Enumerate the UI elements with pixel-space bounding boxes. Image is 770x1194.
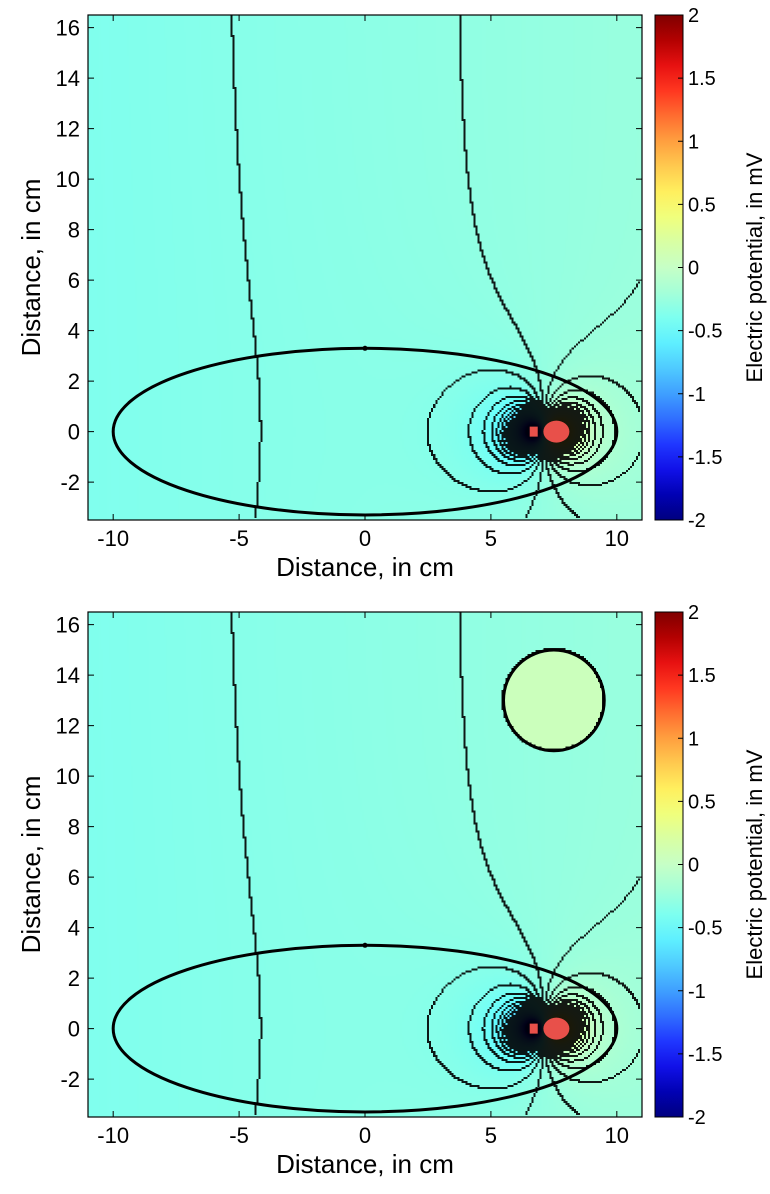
colorbar-tick-label: 2 — [688, 5, 699, 27]
colorbar-tick-label: 1.5 — [688, 68, 716, 90]
y-axis-label: Distance, in cm — [16, 776, 46, 954]
bottom-contour-chart: -10 -5 0 5 10 -2 0 2 4 6 8 10 12 14 16 Distance, in cm D… — [0, 597, 770, 1194]
colorbar-tick-label: -0.5 — [688, 321, 722, 343]
x-tick-label: -10 — [97, 1123, 129, 1148]
y-tick-label: 14 — [56, 663, 80, 688]
colorbar-tick-label: -1 — [688, 384, 706, 406]
dipole-positive-pole — [543, 1017, 570, 1040]
y-tick-label: 8 — [68, 815, 80, 840]
colorbar-tick-label: 2 — [688, 602, 699, 624]
y-tick-label: 6 — [68, 865, 80, 890]
top-contour-chart: -10 -5 0 5 10 -2 0 2 4 6 8 10 12 14 16 Distance, in cm D… — [16, 5, 767, 582]
y-tick-label: 16 — [56, 16, 80, 41]
isopotential-contours — [88, 612, 642, 1117]
x-axis-label: Distance, in cm — [276, 552, 454, 582]
plot-area — [88, 612, 642, 1117]
colorbar-label: Electric potential, in mV — [742, 152, 767, 382]
y-tick-label: 10 — [56, 167, 80, 192]
colorbar-tick-label: 1 — [688, 728, 699, 750]
dipole-negative-pole — [529, 1023, 538, 1034]
y-tick-label: 6 — [68, 268, 80, 293]
colorbar-tick-label: -2 — [688, 1107, 706, 1129]
x-axis-label: Distance, in cm — [276, 1149, 454, 1179]
x-tick-label: 0 — [359, 526, 371, 551]
x-tick-label: 5 — [485, 1123, 497, 1148]
x-tick-label: -5 — [229, 1123, 249, 1148]
colorbar-label: Electric potential, in mV — [742, 749, 767, 979]
colorbar-tick-label: 0.5 — [688, 791, 716, 813]
y-tick-label: 16 — [56, 613, 80, 638]
colorbar-tick-label: -2 — [688, 510, 706, 532]
colorbar-tick-label: -0.5 — [688, 918, 722, 940]
colorbar-tick-label: 1 — [688, 131, 699, 153]
colorbar-tick-label: -1 — [688, 981, 706, 1003]
colorbar-tick-label: -1.5 — [688, 1044, 722, 1066]
y-tick-label: 12 — [56, 117, 80, 142]
inclusion-circle-outline — [502, 648, 606, 753]
y-tick-label: 4 — [68, 319, 80, 344]
x-tick-label: 10 — [605, 1123, 629, 1148]
y-tick-label: 0 — [68, 420, 80, 445]
x-tick-label: 5 — [485, 526, 497, 551]
plot-area — [88, 15, 642, 520]
x-tick-label: -5 — [229, 526, 249, 551]
ellipse-top-marker — [362, 345, 368, 351]
dipole-positive-pole — [543, 420, 570, 443]
y-tick-label: 10 — [56, 764, 80, 789]
dipole-negative-pole — [529, 426, 538, 437]
y-tick-label: -2 — [60, 470, 80, 495]
colorbar-tick-label: 0 — [688, 258, 699, 280]
y-tick-label: 8 — [68, 218, 80, 243]
y-tick-label: 12 — [56, 714, 80, 739]
x-tick-label: 10 — [605, 526, 629, 551]
colorbar-tick-label: 0 — [688, 855, 699, 877]
y-axis-label: Distance, in cm — [16, 179, 46, 357]
colorbar-tick-label: 1.5 — [688, 665, 716, 687]
x-tick-label: 0 — [359, 1123, 371, 1148]
ellipse-top-marker — [362, 942, 368, 948]
isopotential-contours — [88, 15, 642, 520]
y-tick-label: 2 — [68, 369, 80, 394]
x-tick-label: -10 — [97, 526, 129, 551]
colorbar-tick-label: -1.5 — [688, 447, 722, 469]
colorbar-tick-label: 0.5 — [688, 194, 716, 216]
y-tick-label: 0 — [68, 1017, 80, 1042]
y-tick-label: 4 — [68, 916, 80, 941]
y-tick-label: 14 — [56, 66, 80, 91]
y-tick-label: -2 — [60, 1067, 80, 1092]
y-tick-label: 2 — [68, 966, 80, 991]
